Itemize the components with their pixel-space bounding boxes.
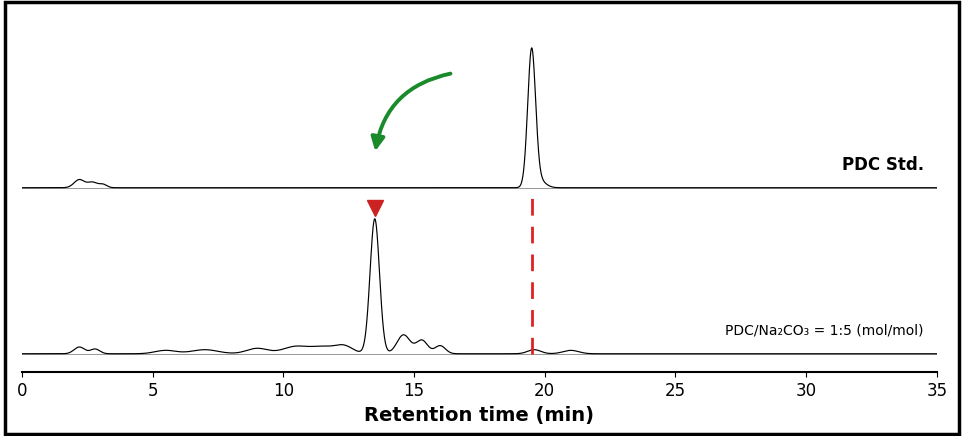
Text: PDC/Na₂CO₃ = 1:5 (mol/mol): PDC/Na₂CO₃ = 1:5 (mol/mol) <box>725 324 924 338</box>
Text: PDC Std.: PDC Std. <box>842 156 924 174</box>
X-axis label: Retention time (min): Retention time (min) <box>364 405 595 425</box>
